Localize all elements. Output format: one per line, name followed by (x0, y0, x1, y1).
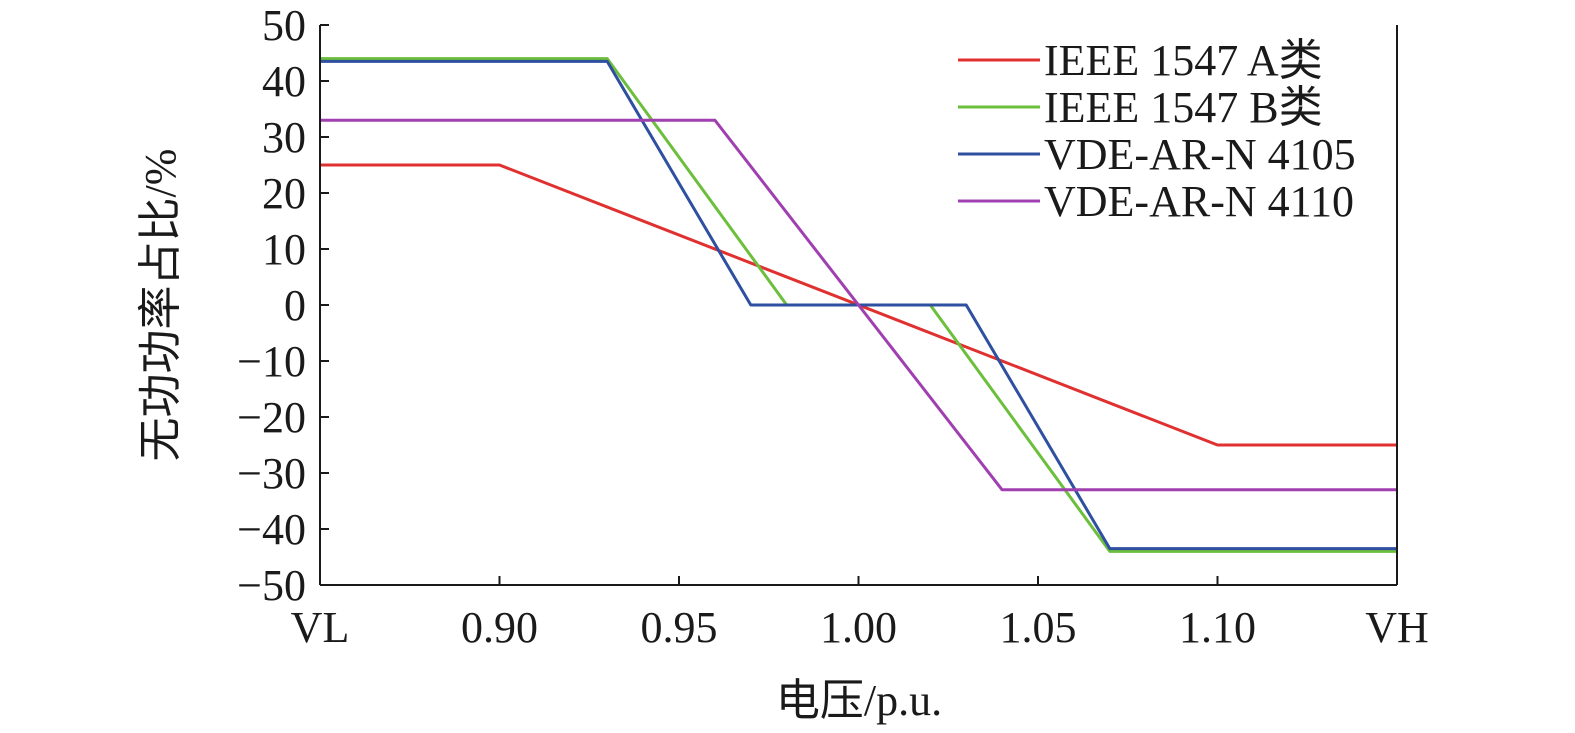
y-tick-label: 50 (262, 1, 306, 50)
x-axis-title: 电压/p.u. (776, 676, 942, 725)
x-tick-label: 0.90 (461, 603, 538, 652)
x-tick-label: VL (291, 603, 350, 652)
x-tick-label: VH (1365, 603, 1429, 652)
legend-label-4: VDE-AR-N 4110 (1044, 177, 1354, 226)
y-tick-label: −40 (237, 505, 306, 554)
y-tick-label: −50 (237, 561, 306, 610)
x-tick-label: 1.10 (1179, 603, 1256, 652)
y-tick-label: 30 (262, 113, 306, 162)
legend-label-3: VDE-AR-N 4105 (1044, 130, 1356, 179)
series-line-4 (320, 118, 1397, 492)
legend-label-1: IEEE 1547 A类 (1044, 36, 1323, 85)
x-tick-label: 0.95 (641, 603, 718, 652)
legend-label-2: IEEE 1547 B类 (1044, 83, 1323, 132)
y-axis-title: 无功功率占比/% (136, 149, 185, 462)
x-tick-label: 1.00 (820, 603, 897, 652)
y-tick-label: −30 (237, 449, 306, 498)
y-tick-label: −20 (237, 393, 306, 442)
x-tick-label: 1.05 (1000, 603, 1077, 652)
y-tick-label: 40 (262, 57, 306, 106)
y-tick-label: −10 (237, 337, 306, 386)
series-layer (320, 57, 1397, 553)
y-tick-label: 10 (262, 225, 306, 274)
y-tick-label: 20 (262, 169, 306, 218)
y-tick-label: 0 (284, 281, 306, 330)
